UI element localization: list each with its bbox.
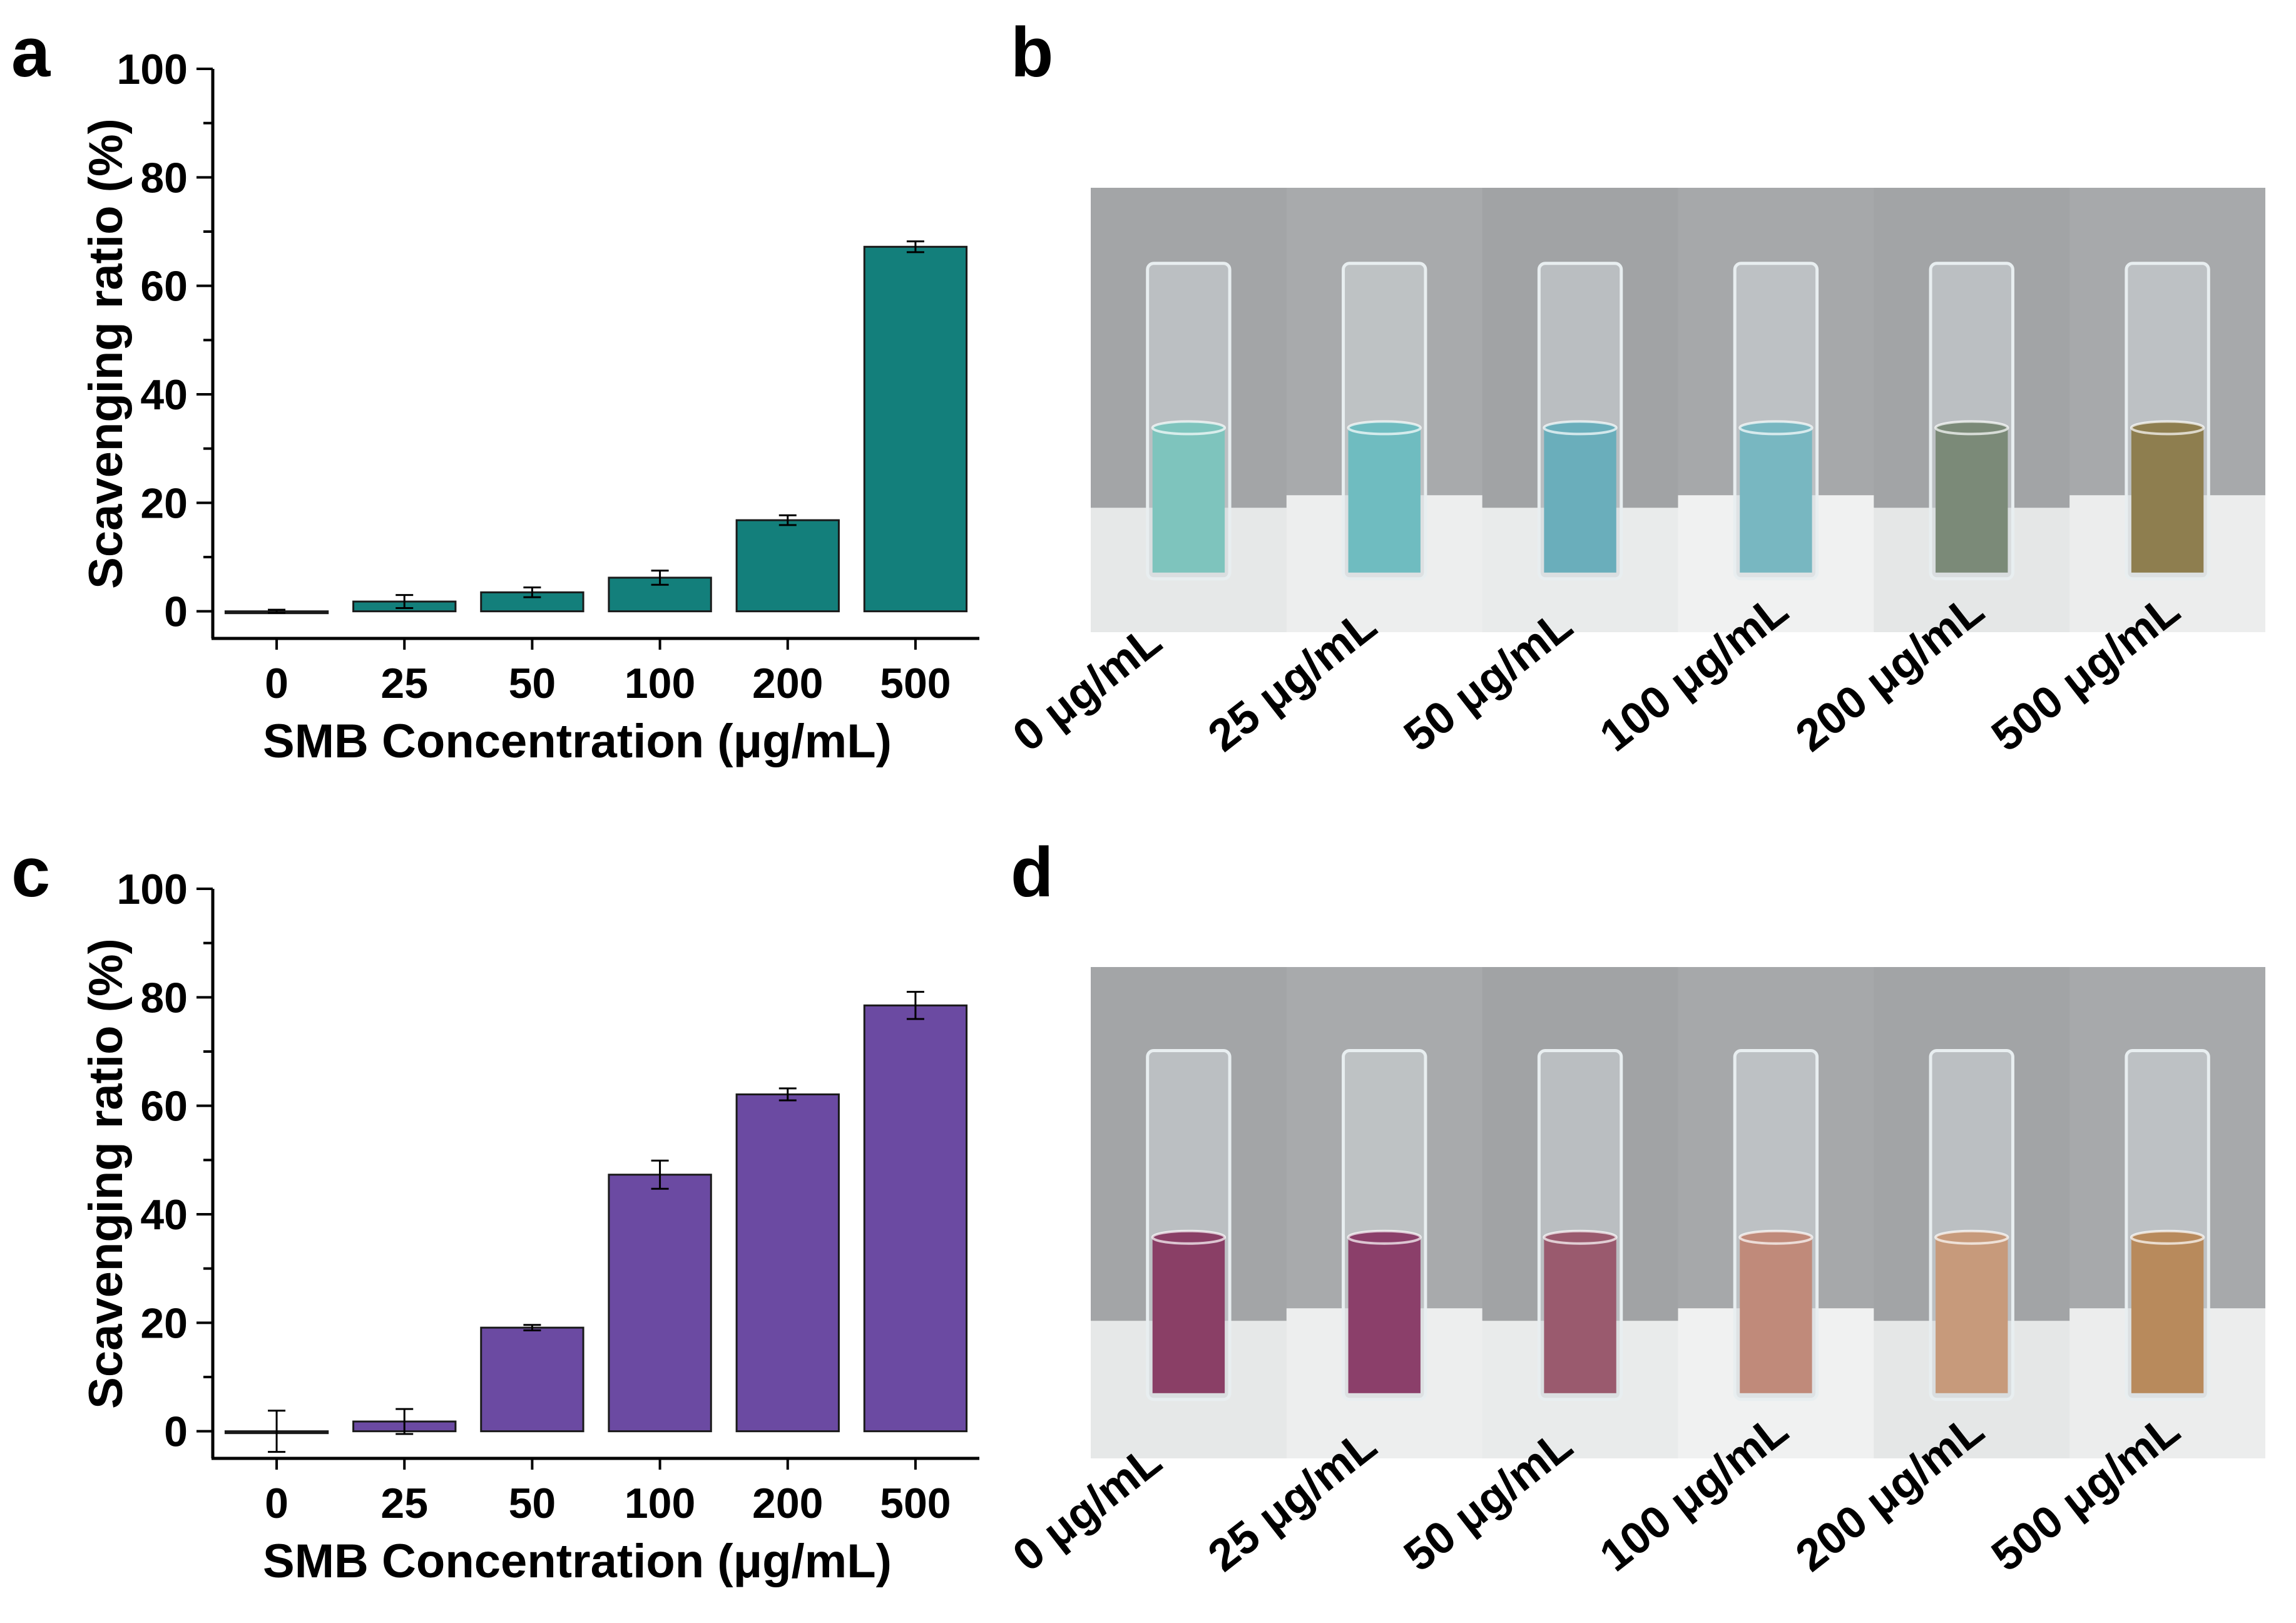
y-tick-label: 0 [164, 588, 188, 636]
cuvette-liquid [1740, 1237, 1812, 1393]
x-tick-label: 100 [625, 660, 695, 707]
liquid-meniscus [2130, 420, 2205, 436]
x-tick-label: 200 [752, 1480, 823, 1527]
bar-100 [608, 1174, 712, 1433]
panel-label-a: a [11, 13, 51, 91]
cuvette-liquid [1740, 428, 1812, 573]
cuvette-liquid [1544, 1237, 1616, 1393]
y-tick-label: 60 [140, 263, 188, 310]
x-tick-label: 50 [509, 1480, 556, 1527]
cuvette-photo-b [1091, 188, 2265, 632]
cuvette-liquid [1936, 428, 2008, 573]
panel-label-c: c [11, 833, 51, 911]
y-tick-label: 20 [140, 479, 188, 527]
cuvette-liquid [1348, 428, 1421, 573]
cuvette-liquid [1152, 1237, 1225, 1393]
cuvette-liquid [2131, 1237, 2204, 1393]
liquid-meniscus [1151, 1229, 1227, 1245]
y-tick-label: 100 [117, 866, 188, 913]
liquid-meniscus [1738, 1229, 1814, 1245]
y-tick-label: 40 [140, 1191, 188, 1239]
liquid-meniscus [1738, 420, 1814, 436]
x-tick-label: 0 [265, 660, 288, 707]
y-tick-label: 100 [117, 46, 188, 93]
y-axis-title: Scavenging ratio (%) [79, 118, 133, 589]
liquid-meniscus [1934, 420, 2009, 436]
bar-50 [480, 1326, 584, 1433]
y-tick-label: 0 [164, 1408, 188, 1456]
photo-label-b-0: 0 μg/mL [1003, 615, 1171, 762]
bar-500 [863, 245, 968, 613]
liquid-meniscus [1934, 1229, 2009, 1245]
x-tick-label: 25 [380, 660, 428, 707]
panel-label-b: b [1011, 13, 1054, 91]
bar-200 [735, 519, 840, 613]
y-tick-label: 80 [140, 154, 188, 202]
photo-label-d-0: 0 μg/mL [1003, 1435, 1171, 1582]
x-tick-label: 0 [265, 1480, 288, 1527]
cuvette-liquid [1544, 428, 1616, 573]
y-tick-label: 60 [140, 1083, 188, 1130]
cuvette-photo-d [1091, 967, 2265, 1458]
y-tick-label: 80 [140, 974, 188, 1021]
cuvette-liquid [1936, 1237, 2008, 1393]
liquid-meniscus [1543, 420, 1618, 436]
y-tick-label: 20 [140, 1299, 188, 1347]
bar-200 [735, 1093, 840, 1433]
y-axis-title: Scavenging ratio (%) [79, 938, 133, 1409]
chart-a: 0 20 40 60 80 100 0 25 50 100 200 500 SMB Concentrat… [79, 46, 979, 768]
x-tick-label: 100 [625, 1480, 695, 1527]
panel-label-d: d [1011, 833, 1054, 911]
liquid-meniscus [2130, 1229, 2205, 1245]
y-tick-label: 40 [140, 371, 188, 419]
liquid-meniscus [1151, 420, 1227, 436]
chart-c: 0 20 40 60 80 100 0 25 50 100 200 500 SMB Concentrat… [79, 866, 979, 1588]
x-tick-label: 200 [752, 660, 823, 707]
liquid-meniscus [1347, 420, 1422, 436]
liquid-meniscus [1543, 1229, 1618, 1245]
x-axis-title: SMB Concentration (μg/mL) [263, 1535, 892, 1588]
x-tick-label: 50 [509, 660, 556, 707]
x-axis-title: SMB Concentration (μg/mL) [263, 715, 892, 768]
bar-500 [863, 1004, 968, 1433]
photo-scene [1091, 188, 2265, 632]
x-tick-label: 25 [380, 1480, 428, 1527]
photo-scene [1091, 967, 2265, 1458]
cuvette-liquid [1152, 428, 1225, 573]
x-tick-label: 500 [880, 660, 951, 707]
liquid-meniscus [1347, 1229, 1422, 1245]
cuvette-liquid [2131, 428, 2204, 573]
cuvette-liquid [1348, 1237, 1421, 1393]
x-tick-label: 500 [880, 1480, 951, 1527]
